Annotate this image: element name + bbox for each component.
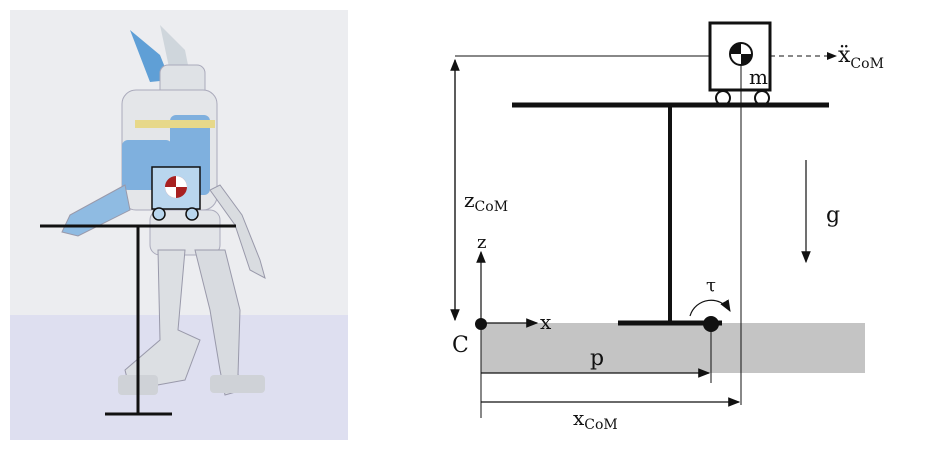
mass-label: m <box>749 65 768 89</box>
cart-table-svg: ẍCoM m zCoM g z x C τ p xCoM <box>450 21 884 433</box>
origin-label: C <box>452 333 469 358</box>
acc-label: ẍCoM <box>838 43 884 72</box>
origin-point <box>475 318 487 330</box>
cart-overlay <box>40 166 236 416</box>
gravity-label: g <box>826 203 840 228</box>
x-axis-label: x <box>540 310 552 334</box>
cart-wheel-left <box>152 207 166 221</box>
robot-panel <box>10 10 348 440</box>
zmp-label: p <box>590 346 604 371</box>
height-label: zCoM <box>464 188 508 215</box>
torque-arc <box>689 299 731 317</box>
com-x-label: xCoM <box>573 406 618 433</box>
cart-wheel-right <box>185 207 199 221</box>
torque-label: τ <box>706 275 716 296</box>
ground <box>481 323 865 373</box>
cart-table-diagram: ẍCoM m zCoM g z x C τ p xCoM <box>420 0 928 453</box>
robot-illustration <box>10 10 348 440</box>
z-axis-label: z <box>477 232 486 253</box>
